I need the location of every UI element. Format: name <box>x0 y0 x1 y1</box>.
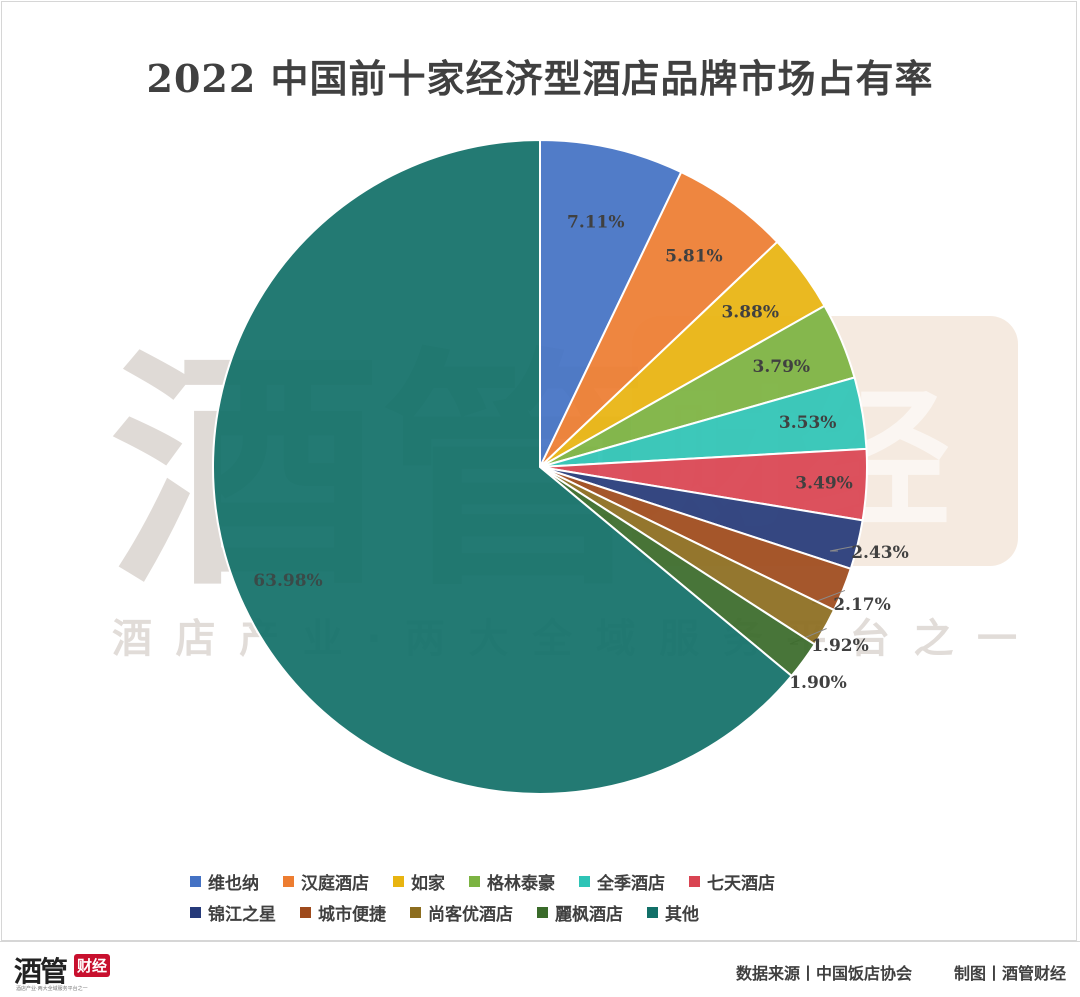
legend-swatch <box>410 907 421 918</box>
legend-item-3: 如家 <box>393 869 445 894</box>
legend-item-9: 尚客优酒店 <box>410 900 513 925</box>
legend: 维也纳 汉庭酒店 如家 格林泰豪 全季酒店 七天酒店锦江之星 城市便捷 尚客优酒店 麗枫酒店 其他 <box>190 866 910 928</box>
footer-maker: 制图丨酒管财经 <box>953 964 1066 983</box>
legend-swatch <box>537 907 548 918</box>
data-label-7: 2.43% <box>851 543 909 563</box>
legend-swatch <box>689 876 700 887</box>
legend-item-2: 汉庭酒店 <box>283 869 369 894</box>
legend-label: 如家 <box>411 874 445 894</box>
footer-logo-text: 酒管 <box>14 955 68 988</box>
footer-source: 数据来源丨中国饭店协会 <box>735 964 912 983</box>
legend-row: 维也纳 汉庭酒店 如家 格林泰豪 全季酒店 七天酒店 <box>190 866 910 897</box>
legend-item-8: 城市便捷 <box>300 900 386 925</box>
legend-label: 维也纳 <box>208 874 259 894</box>
legend-item-6: 七天酒店 <box>689 869 775 894</box>
pie-slice-1 <box>539 138 683 468</box>
legend-label: 格林泰豪 <box>487 874 555 894</box>
data-label-10: 1.90% <box>789 673 847 693</box>
legend-label: 锦江之星 <box>208 905 276 925</box>
legend-item-11: 其他 <box>647 900 699 925</box>
legend-item-7: 锦江之星 <box>190 900 276 925</box>
legend-label: 其他 <box>665 905 699 925</box>
data-label-9: 1.92% <box>811 636 869 656</box>
footer-logo-badge: 财经 <box>74 954 111 977</box>
legend-swatch <box>469 876 480 887</box>
legend-row: 锦江之星 城市便捷 尚客优酒店 麗枫酒店 其他 <box>190 897 910 928</box>
legend-swatch <box>647 907 658 918</box>
legend-item-10: 麗枫酒店 <box>537 900 623 925</box>
data-label-3: 3.88% <box>721 302 779 322</box>
data-label-2: 5.81% <box>665 246 723 266</box>
chart-title: 2022 中国前十家经济型酒店品牌市场占有率 <box>146 56 934 101</box>
legend-swatch <box>283 876 294 887</box>
data-label-5: 3.53% <box>779 413 837 433</box>
pie-slice-11 <box>212 138 794 795</box>
legend-label: 七天酒店 <box>707 874 775 894</box>
footer-divider <box>0 941 1080 942</box>
data-label-11: 63.98% <box>253 571 322 591</box>
legend-label: 麗枫酒店 <box>555 905 623 925</box>
legend-label: 汉庭酒店 <box>301 874 369 894</box>
data-label-1: 7.11% <box>567 212 625 232</box>
legend-label: 城市便捷 <box>318 905 386 925</box>
legend-swatch <box>190 876 201 887</box>
legend-swatch <box>300 907 311 918</box>
data-label-8: 2.17% <box>833 595 891 615</box>
legend-swatch <box>579 876 590 887</box>
data-label-6: 3.49% <box>795 473 853 493</box>
footer-credits: 数据来源丨中国饭店协会 制图丨酒管财经 <box>736 960 1066 984</box>
leader-line-7 <box>829 544 860 552</box>
legend-label: 全季酒店 <box>597 874 665 894</box>
legend-label: 尚客优酒店 <box>428 905 513 925</box>
legend-swatch <box>393 876 404 887</box>
legend-item-5: 全季酒店 <box>579 869 665 894</box>
data-label-4: 3.79% <box>753 357 811 377</box>
footer-logo: 酒管 财经 酒店产业·两大全域服务平台之一 <box>14 950 114 992</box>
legend-item-1: 维也纳 <box>190 869 259 894</box>
legend-item-4: 格林泰豪 <box>469 869 555 894</box>
footer-logo-slogan: 酒店产业·两大全域服务平台之一 <box>16 986 88 992</box>
legend-swatch <box>190 907 201 918</box>
